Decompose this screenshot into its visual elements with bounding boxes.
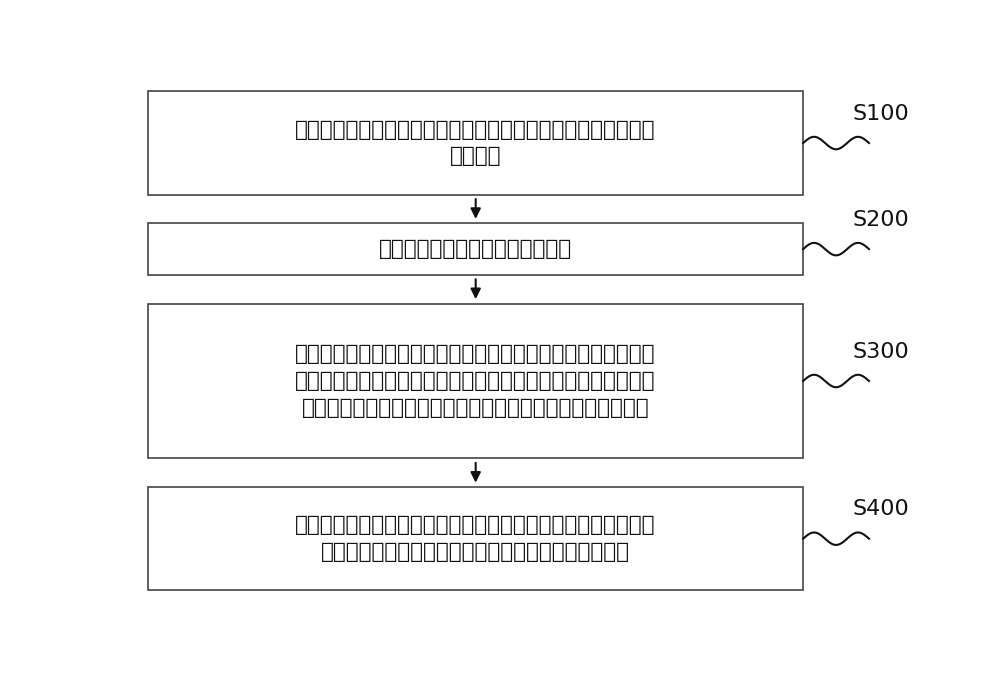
Text: S300: S300 (852, 342, 909, 362)
Text: S200: S200 (852, 210, 909, 230)
Text: S100: S100 (852, 104, 909, 124)
Text: 接收测试机发送的测试参考电流指令，测试参考电流指令包括最: 接收测试机发送的测试参考电流指令，测试参考电流指令包括最 (295, 119, 656, 140)
Bar (148, 304, 803, 458)
Text: 最小参考电流值确定应用于存储芯片的最佳参考电流值: 最小参考电流值确定应用于存储芯片的最佳参考电流值 (321, 542, 630, 562)
Text: 当挡位数量大于或等于最小电流挡位数，根据最大参考电流值和: 当挡位数量大于或等于最小电流挡位数，根据最大参考电流值和 (295, 516, 656, 535)
Text: 遍历参考电流值对存储芯片执行读操作，并分别对存储芯片进行: 遍历参考电流值对存储芯片执行读操作，并分别对存储芯片进行 (295, 344, 656, 364)
Bar (148, 487, 803, 591)
Text: 通过校验的最大参考电流值和能够通过校验的最小参考电流值: 通过校验的最大参考电流值和能够通过校验的最小参考电流值 (302, 398, 650, 418)
Text: 读操作校验，记录能够通过校验的参考电流值的挡位数量、能够: 读操作校验，记录能够通过校验的参考电流值的挡位数量、能够 (295, 371, 656, 391)
Bar (148, 223, 803, 275)
Text: 生成若干挡互不相同的参考电流值: 生成若干挡互不相同的参考电流值 (379, 239, 572, 259)
Text: 小挡位数: 小挡位数 (450, 146, 501, 166)
Bar (148, 91, 803, 194)
Text: S400: S400 (852, 500, 909, 520)
